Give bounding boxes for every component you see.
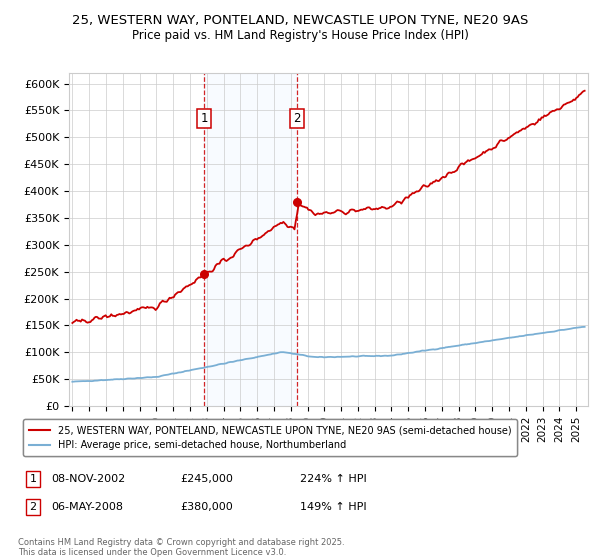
Legend: 25, WESTERN WAY, PONTELAND, NEWCASTLE UPON TYNE, NE20 9AS (semi-detached house),: 25, WESTERN WAY, PONTELAND, NEWCASTLE UP… — [23, 419, 517, 456]
Text: 08-NOV-2002: 08-NOV-2002 — [51, 474, 125, 484]
Text: 149% ↑ HPI: 149% ↑ HPI — [300, 502, 367, 512]
Text: £380,000: £380,000 — [180, 502, 233, 512]
Text: £245,000: £245,000 — [180, 474, 233, 484]
Text: Price paid vs. HM Land Registry's House Price Index (HPI): Price paid vs. HM Land Registry's House … — [131, 29, 469, 42]
Text: 224% ↑ HPI: 224% ↑ HPI — [300, 474, 367, 484]
Text: Contains HM Land Registry data © Crown copyright and database right 2025.
This d: Contains HM Land Registry data © Crown c… — [18, 538, 344, 557]
Text: 2: 2 — [293, 112, 301, 125]
Text: 2: 2 — [29, 502, 37, 512]
Text: 1: 1 — [200, 112, 208, 125]
Text: 06-MAY-2008: 06-MAY-2008 — [51, 502, 123, 512]
Text: 25, WESTERN WAY, PONTELAND, NEWCASTLE UPON TYNE, NE20 9AS: 25, WESTERN WAY, PONTELAND, NEWCASTLE UP… — [72, 14, 528, 27]
Text: 1: 1 — [29, 474, 37, 484]
Bar — [205, 73, 296, 406]
